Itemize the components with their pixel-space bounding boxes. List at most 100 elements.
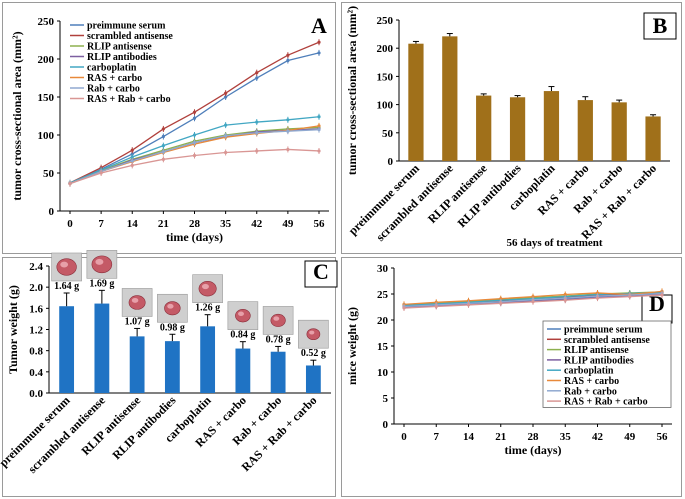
x-tick-label: 56: [314, 218, 326, 230]
data-point: [563, 292, 567, 297]
legend-entry: scrambled antisense: [564, 335, 650, 346]
tumor-shape: [91, 255, 113, 274]
bar: [509, 97, 526, 161]
chart-d-svg: 0 5 10 15 20 25 30 D 0 7 14 21 28 35 42 49 56 time (days)…: [345, 263, 673, 457]
panel-a: 0 50 100 150 200 250 A 0 7 14 21 28 35 42 49 56 time (da…: [2, 2, 336, 254]
value-label: 1.69 g: [89, 278, 114, 289]
data-point: [224, 95, 228, 99]
y-tick-label: 50: [382, 128, 394, 140]
x-tick-label: 28: [528, 431, 540, 443]
panel-letter: A: [311, 13, 327, 38]
value-label: 0.78 g: [266, 334, 291, 345]
y-tick-label: 10: [377, 367, 389, 379]
y-tick-label: 0.8: [29, 346, 43, 358]
x-tick-label: 0: [67, 218, 73, 230]
legend-entry: carboplatin: [564, 366, 614, 377]
data-point: [99, 171, 103, 175]
data-point: [130, 152, 134, 156]
data-point: [563, 298, 567, 302]
bar: [270, 351, 286, 393]
tumor-photo: [121, 288, 153, 317]
tumor-photo: [227, 301, 259, 330]
x-axis-title: 56 days of treatment: [506, 237, 602, 249]
tumor-highlight: [60, 261, 69, 268]
bar: [476, 95, 492, 161]
x-tick-label: 28: [189, 218, 201, 230]
bar: [645, 116, 661, 161]
data-point: [317, 124, 321, 128]
data-point: [130, 159, 134, 163]
tumor-photo: [157, 293, 188, 323]
tumor-shape: [56, 258, 77, 276]
x-tick-label: 56: [657, 431, 669, 443]
y-tick-label: 2.0: [29, 282, 43, 294]
data-point: [255, 149, 259, 153]
tumor-shape: [270, 313, 286, 327]
data-point: [286, 129, 290, 133]
panel-letter: B: [653, 13, 668, 38]
y-tick-label: 200: [38, 54, 55, 66]
data-point: [660, 293, 664, 297]
data-point: [130, 163, 134, 167]
data-point: [466, 303, 471, 307]
data-point: [161, 127, 165, 131]
tumor-photo: [262, 306, 294, 335]
data-point: [130, 148, 134, 152]
x-tick-label: 49: [624, 431, 636, 443]
bar: [164, 341, 180, 393]
data-point: [224, 91, 228, 95]
y-tick-label: 150: [38, 92, 55, 104]
y-tick-label: 25: [377, 289, 389, 301]
tumor-photo: [86, 250, 118, 279]
x-axis-title: time (days): [505, 443, 562, 457]
panel-letter-box: [304, 260, 338, 288]
bar: [577, 100, 593, 161]
data-point: [192, 133, 197, 137]
bar: [543, 91, 560, 161]
data-point: [192, 141, 197, 145]
x-tick-label: 49: [282, 218, 294, 230]
x-tick-label: 35: [560, 431, 572, 443]
data-point: [286, 53, 290, 57]
x-tick-label: 35: [220, 218, 232, 230]
bar: [59, 306, 75, 393]
data-point: [531, 295, 535, 299]
y-tick-label: 0.4: [29, 367, 43, 379]
value-label: 0.52 g: [301, 348, 326, 359]
x-tick-label: 14: [463, 431, 475, 443]
y-tick-label: 0: [388, 156, 394, 168]
tumor-shape: [128, 295, 146, 310]
legend-entry: RLIP antibodies: [87, 52, 157, 63]
data-point: [595, 296, 600, 300]
x-tick-label: 0: [401, 431, 407, 443]
value-label: 1.07 g: [125, 316, 150, 327]
data-point: [255, 131, 259, 135]
data-point: [434, 304, 438, 309]
value-label: 0.84 g: [230, 330, 255, 341]
data-point: [595, 291, 600, 295]
y-axis-title: tumor cross-sectional area (mm²): [10, 31, 24, 200]
data-point: [68, 182, 72, 186]
bar: [129, 336, 145, 393]
data-point: [255, 71, 259, 75]
x-tick-label: 21: [158, 218, 169, 230]
legend-entry: preimmune serum: [87, 21, 166, 32]
y-tick-label: 250: [38, 16, 55, 28]
tumor-shape: [198, 280, 217, 297]
tumor-highlight: [95, 258, 104, 265]
legend-entry: RAS + carbo: [87, 73, 142, 84]
y-tick-label: 1.2: [29, 325, 43, 337]
legend-entry: RLIP antisense: [87, 42, 152, 53]
data-point: [130, 155, 134, 159]
data-point: [192, 153, 197, 158]
bar: [611, 102, 627, 161]
data-point: [317, 51, 321, 55]
data-point: [255, 76, 259, 80]
legend-entry: RLIP antisense: [564, 345, 629, 356]
data-point: [192, 110, 197, 114]
y-tick-label: 50: [43, 168, 55, 180]
legend-entry: scrambled antisense: [87, 31, 173, 42]
data-point: [192, 116, 197, 120]
